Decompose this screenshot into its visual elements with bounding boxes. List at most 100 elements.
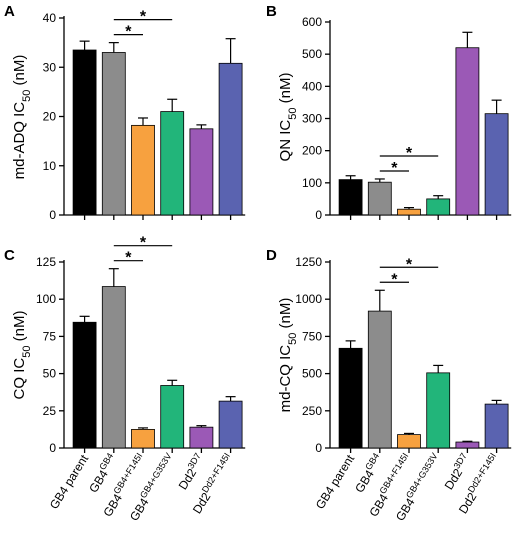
bar	[367, 181, 392, 216]
category-label-base: GB4	[86, 467, 111, 495]
panel-letter: D	[266, 247, 277, 264]
y-tick-label: 30	[43, 60, 57, 74]
y-axis-label: QN IC50 (nM)	[277, 73, 299, 162]
y-tick-label: 500	[302, 47, 322, 61]
y-tick-label: 400	[302, 79, 322, 93]
y-tick-label: 300	[302, 112, 322, 126]
bar	[160, 111, 185, 216]
significance-star: *	[140, 9, 147, 26]
category-label-base: GB4	[100, 491, 125, 519]
significance-star: *	[391, 271, 398, 288]
y-tick-label: 0	[49, 441, 56, 455]
y-tick-label: 200	[302, 144, 322, 158]
y-tick-label: 600	[302, 15, 322, 29]
y-axis-label: md-ADQ IC50 (nM)	[11, 55, 33, 180]
y-tick-label: 25	[43, 404, 57, 418]
category-label: GB4 parent	[313, 452, 358, 512]
bar	[160, 385, 185, 449]
bar	[218, 62, 243, 216]
bar	[101, 52, 126, 216]
y-axis-label: CQ IC50 (nM)	[11, 311, 33, 400]
y-tick-label: 0	[315, 208, 322, 222]
category-label-superscript: GB4+G353V	[138, 451, 174, 500]
significance-star: *	[406, 145, 413, 162]
category-label-superscript: Dd2+F145I	[200, 451, 232, 494]
y-axis-label-subscript: 50	[287, 108, 299, 120]
category-label-superscript: 3D7	[452, 451, 469, 470]
bar	[484, 403, 509, 449]
bar	[397, 208, 421, 216]
panel-letter: C	[4, 247, 15, 264]
category-label-base: Dd2	[190, 490, 214, 516]
category-label-base: GB4	[127, 495, 152, 523]
category-label: GB4 parent	[47, 452, 92, 512]
y-tick-label: 100	[302, 176, 322, 190]
y-axis-label: md-CQ IC50 (nM)	[277, 298, 299, 413]
y-tick-label: 500	[302, 367, 322, 381]
y-tick-label: 1000	[295, 292, 322, 306]
category-label-superscript: Dd2+F145I	[466, 451, 498, 494]
bar	[218, 400, 243, 449]
category-label-superscript: GB4+G353V	[404, 451, 440, 500]
bar	[484, 113, 509, 216]
y-tick-label: 20	[43, 110, 57, 124]
category-label-base: Dd2	[442, 466, 466, 492]
bar	[426, 198, 451, 216]
significance-star: *	[125, 250, 132, 267]
category-label-base: Dd2	[456, 490, 480, 516]
category-label-base: Dd2	[176, 466, 200, 492]
y-tick-label: 0	[315, 441, 322, 455]
panel-b: B QN IC50 (nM) 0 100 200 300 400 500 600 * *	[266, 3, 512, 222]
y-axis-label-subscript: 50	[21, 90, 33, 102]
category-label-superscript: GB4	[363, 451, 381, 472]
category-label-base: GB4 parent	[47, 452, 92, 512]
y-axis-label-unit: (nM)	[277, 73, 294, 108]
category-label-base: GB4 parent	[313, 452, 358, 512]
bar	[397, 434, 421, 449]
y-tick-label: 50	[43, 367, 57, 381]
bar	[455, 441, 480, 449]
y-tick-label: 1250	[295, 255, 322, 269]
bar	[189, 426, 214, 449]
bar	[455, 47, 480, 216]
bar	[189, 128, 214, 216]
y-tick-label: 0	[49, 208, 56, 222]
significance-star: *	[140, 235, 147, 252]
category-label-superscript: GB4	[97, 451, 115, 472]
bar	[338, 179, 363, 216]
y-tick-label: 40	[43, 11, 57, 25]
y-axis-label-main: md-CQ IC	[277, 345, 294, 413]
y-tick-label: 10	[43, 159, 57, 173]
panel-letter: A	[4, 3, 15, 20]
y-tick-label: 75	[43, 329, 57, 343]
category-label-superscript: 3D7	[186, 451, 203, 470]
y-axis-label-unit: (nM)	[11, 55, 28, 90]
bar	[101, 286, 126, 449]
panel-letter: B	[266, 3, 277, 20]
category-label-base: GB4	[352, 467, 377, 495]
y-tick-label: 750	[302, 329, 322, 343]
bar	[131, 428, 155, 449]
y-axis-label-main: md-ADQ IC	[11, 102, 28, 180]
y-axis-label-main: QN IC	[277, 120, 294, 162]
category-label-base: GB4	[366, 491, 391, 519]
y-axis-label-unit: (nM)	[277, 298, 294, 333]
bar	[367, 310, 392, 449]
bar	[426, 372, 451, 449]
y-axis-label-subscript: 50	[287, 333, 299, 345]
y-axis-label-main: CQ IC	[11, 358, 28, 400]
panel-a: Amd-ADQ IC50 (nM) 0 10 20 30 40 * *	[4, 3, 246, 222]
significance-star: *	[406, 256, 413, 273]
bar	[338, 347, 363, 449]
y-tick-label: 125	[36, 255, 56, 269]
panel-d: Dmd-CQ IC50 (nM) 0 250 500 750 1000 1250 * * GB4 …	[266, 247, 512, 523]
significance-star: *	[125, 24, 132, 41]
y-tick-label: 250	[302, 404, 322, 418]
category-label-superscript: GB4+F145I	[111, 451, 144, 496]
bar	[72, 321, 97, 449]
y-tick-label: 100	[36, 292, 56, 306]
category-label-base: GB4	[393, 495, 418, 523]
y-axis-label-subscript: 50	[21, 346, 33, 358]
